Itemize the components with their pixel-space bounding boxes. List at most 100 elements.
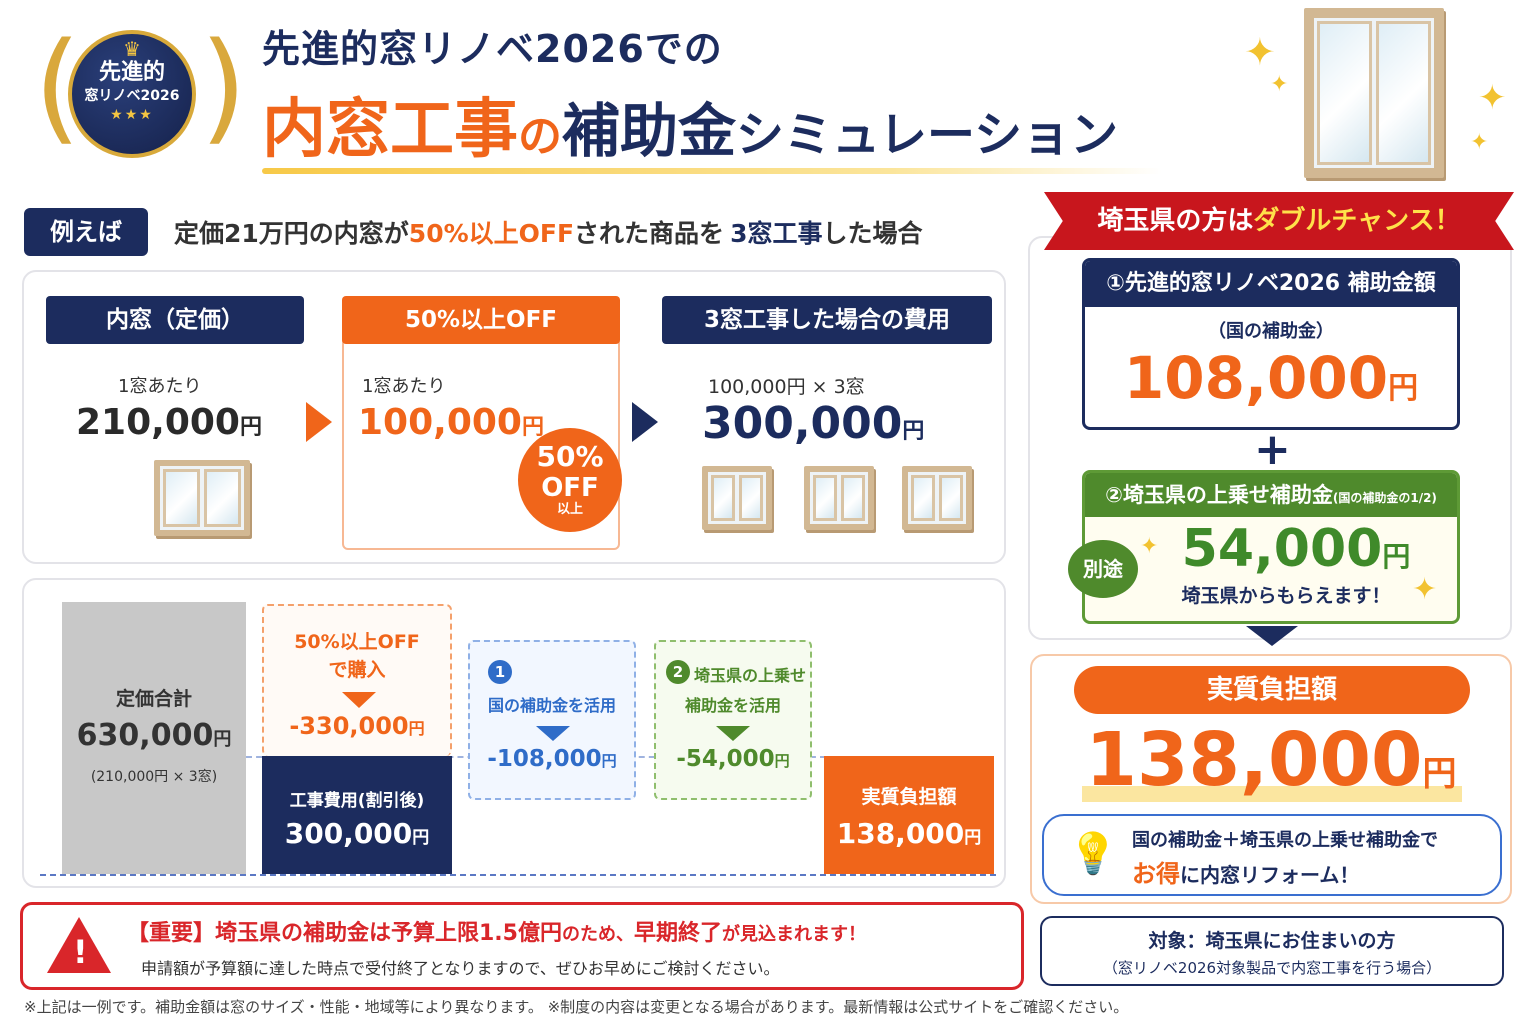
warning-box: ! 【重要】埼玉県の補助金は予算上限1.5億円のため、早期終了が見込まれます！ … [20,902,1024,990]
final-bar: 実質負担額 138,000円 [824,756,994,874]
target-line1: 対象：埼玉県にお住まいの方 [1148,930,1396,952]
discount-yen: 円 [408,719,425,738]
tip-highlight: お得 [1132,860,1180,888]
tip-box [1042,814,1502,896]
sparkle-icon: ✦ [1412,572,1438,607]
pref-card-header-small: (国の補助金の1/2) [1332,491,1437,505]
list-price-sub: (210,000円 × 3窓) [90,769,218,785]
warning-icon [47,917,111,973]
pref-subsidy-card: ②埼玉県の上乗せ補助金(国の補助金の1/2) 54,000円 埼玉県からもらえま… [1082,470,1460,624]
warning-exclamation: ! [73,933,88,971]
pref-label-line2: 補助金を活用 [684,696,781,715]
pref-card-number: 54,000 [1181,519,1383,579]
arrow-down-icon [716,726,750,741]
warning-text-c: 早期終了 [633,921,722,946]
step1-header: 内窓（定価） [46,296,304,344]
step1-price-value: 210,000 [76,402,240,443]
discount-label-line2: で購入 [328,659,386,681]
discount-number: -330,000 [289,712,409,740]
final-value: 138,000円 [1030,716,1512,804]
award-badge: ♛ 先進的 窓リノベ2026 ★★★ [68,30,196,158]
pref-value: -54,000円 [654,746,812,772]
discount-box [262,604,452,756]
pref-card-yen: 円 [1382,540,1411,573]
national-card-value: 108,000円 [1085,343,1457,413]
ribbon-text-a: 埼玉県の方は [1097,206,1254,236]
national-label: 国の補助金を活用 [487,696,616,715]
number-badge-1: 1 [488,660,512,684]
arrow-right-icon [632,402,658,442]
national-card-number: 108,000 [1123,344,1389,412]
step3-yen: 円 [902,419,925,444]
warning-text-b: のため、 [561,924,634,945]
title-small: シミュレーション [736,107,1119,163]
list-price-label: 定価合計 [115,688,192,710]
warning-line1: 【重要】埼玉県の補助金は予算上限1.5億円のため、早期終了が見込まれます！ [127,915,866,947]
list-price-value: 630,000円 [62,718,246,753]
step3-price: 300,000円 [702,398,924,449]
discount-value: -330,000円 [262,712,452,740]
step2-per: 1窓あたり [362,376,446,397]
lightbulb-icon: 💡 [1068,831,1118,877]
example-text-c: された商品を [574,219,725,248]
final-yen: 円 [1422,754,1457,794]
example-text-d: 3窓工事 [730,219,823,248]
arrow-down-icon [342,692,376,708]
title-mid: 補助金 [562,97,737,165]
example-text-a: 定価21万円の内窓が [174,219,409,248]
sparkle-icon: ✦ [1270,72,1289,97]
laurel-right-icon: ) [200,18,247,157]
example-text: 定価21万円の内窓が50%以上OFFされた商品を 3窓工事した場合 [174,214,922,250]
badge-stars: ★★★ [110,107,154,123]
final-highlight [1082,786,1462,802]
example-text-e: した場合 [822,219,923,248]
sparkle-icon: ✦ [1244,30,1276,74]
cost-number: 300,000 [284,817,413,850]
ribbon-text-b: ダブルチャンス！ [1253,206,1461,236]
step1-per: 1窓あたり [118,376,202,397]
title-no: の [518,111,562,162]
step2-header: 50%以上OFF [342,296,620,344]
window-icon [804,466,874,530]
badge-line2: 窓リノベ2026 [84,88,180,104]
list-price-yen: 円 [213,729,232,750]
pref-yen: 円 [774,752,790,770]
final-header: 実質負担額 [1074,666,1470,714]
window-illustration [1304,8,1454,186]
target-line2: （窓リノベ2026対象製品で内窓工事を行う場合） [1102,959,1442,977]
title-line1: 先進的窓リノベ2026での [262,27,723,71]
stamp-sub: 以上 [556,502,583,517]
number-badge-2: 2 [666,660,690,684]
list-price-bar [62,602,246,874]
pref-label-line1: 埼玉県の上乗せ [694,666,807,685]
pref-card-header-text: ②埼玉県の上乗せ補助金 [1105,483,1333,507]
national-card-sub: （国の補助金） [1208,321,1334,342]
title-big: 内窓工事 [262,93,518,167]
step2-yen: 円 [521,415,544,440]
separate-tag: 別途 [1068,540,1138,598]
tip-line2: お得に内窓リフォーム！ [1132,854,1359,889]
warning-text-a: 【重要】埼玉県の補助金は予算上限1.5億円 [127,921,562,946]
step1-price: 210,000円 [76,402,262,443]
step3-header: 3窓工事した場合の費用 [662,296,992,344]
cost-value: 300,000円 [262,817,452,850]
pref-card-sub: 埼玉県からもらえます！ [1181,585,1391,607]
national-number: -108,000 [487,746,602,772]
stamp-off: OFF [541,473,599,503]
window-icon [154,460,250,536]
badge-line1: 先進的 [98,60,165,85]
national-value: -108,000円 [468,746,636,772]
cost-yen: 円 [412,828,430,848]
final-bar-yen: 円 [964,828,982,848]
pref-card-value: 54,000円 [1085,517,1457,581]
national-card-yen: 円 [1388,371,1419,406]
tip-line1: 国の補助金＋埼玉県の上乗せ補助金で [1132,830,1438,851]
footnote: ※上記は一例です。補助金額は窓のサイズ・性能・地域等により異なります。 ※制度の… [24,998,1129,1016]
sparkle-icon: ✦ [1470,130,1489,155]
window-icon [702,466,772,530]
national-yen: 円 [601,752,617,770]
crown-icon: ♛ [123,37,141,61]
step2-price: 100,000円 [358,402,544,443]
window-icon [902,466,972,530]
step3-price-value: 300,000 [702,398,903,449]
